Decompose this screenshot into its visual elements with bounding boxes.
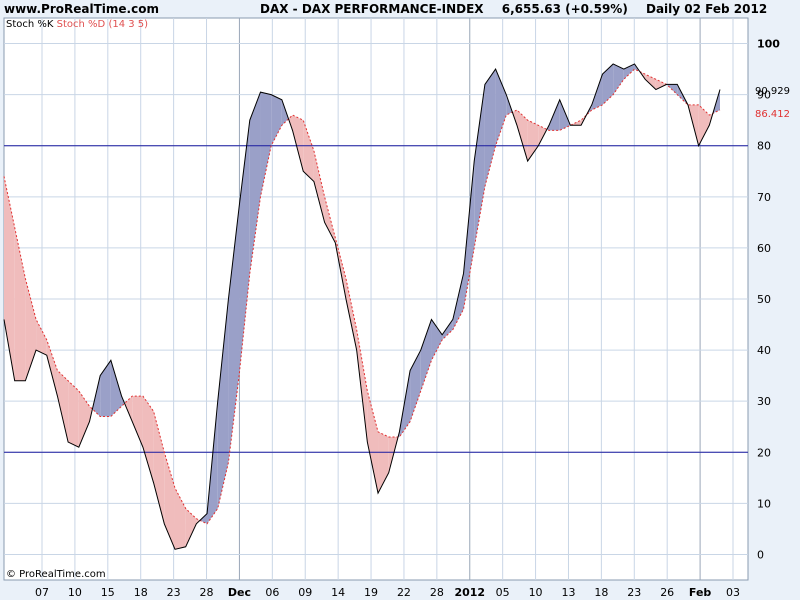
x-tick-label: 03	[726, 586, 740, 599]
y-tick-label: 0	[757, 548, 764, 561]
y-tick-label: 100	[757, 38, 780, 51]
band-fill	[100, 360, 111, 417]
x-tick-label: 26	[660, 586, 674, 599]
band-fill	[132, 396, 143, 448]
x-tick-label: 23	[627, 586, 641, 599]
band-fill	[271, 94, 282, 146]
y-tick-label: 20	[757, 446, 771, 459]
band-fill	[36, 319, 47, 356]
x-tick-label: 23	[167, 586, 181, 599]
band-fill	[420, 319, 432, 391]
band-fill	[645, 74, 656, 90]
y-tick-label: 10	[757, 497, 771, 510]
x-tick-label: Feb	[689, 586, 712, 599]
band-fill	[463, 161, 475, 310]
band-fill	[110, 360, 122, 417]
band-fill	[164, 452, 175, 550]
band-fill	[25, 278, 37, 381]
band-fill	[217, 299, 229, 509]
x-tick-label: 28	[200, 586, 214, 599]
x-tick-label: 28	[430, 586, 444, 599]
band-fill	[4, 176, 15, 381]
x-tick-label: Dec	[228, 586, 251, 599]
band-fill	[142, 396, 154, 483]
band-fill	[516, 109, 528, 162]
x-tick-label: 14	[331, 586, 345, 599]
band-fill	[698, 104, 710, 146]
y-tick-label: 80	[757, 140, 771, 153]
last-value-d: 86.412	[755, 109, 790, 120]
last-value-k: 90.929	[755, 86, 790, 97]
band-fill	[324, 196, 336, 243]
x-tick-label: 13	[561, 586, 575, 599]
band-fill	[174, 488, 186, 550]
band-fill	[124, 396, 133, 422]
band-fill	[474, 84, 485, 248]
y-tick-label: 40	[757, 344, 771, 357]
band-fill	[260, 92, 272, 197]
band-fill	[495, 69, 507, 146]
x-tick-label: 09	[298, 586, 312, 599]
y-tick-label: 60	[757, 242, 771, 255]
y-tick-label: 90	[757, 89, 771, 102]
band-fill	[199, 513, 208, 524]
band-fill	[281, 99, 289, 126]
band-fill	[367, 390, 379, 494]
y-tick-label: 30	[757, 395, 771, 408]
site-name[interactable]: www.ProRealTime.com	[4, 2, 159, 16]
period-date: Daily 02 Feb 2012	[645, 2, 768, 16]
band-fill	[442, 319, 453, 340]
band-fill	[57, 370, 69, 443]
x-tick-label: 15	[101, 586, 115, 599]
x-tick-label: 19	[364, 586, 378, 599]
chart-headline: DAX - DAX PERFORMANCE-INDEX 6,655.63 (+0…	[260, 2, 781, 16]
x-tick-label: 10	[68, 586, 82, 599]
band-fill	[527, 120, 539, 162]
x-tick-label: 05	[496, 586, 510, 599]
band-fill	[303, 120, 314, 182]
band-fill	[410, 350, 421, 422]
band-fill	[484, 69, 496, 187]
band-fill	[292, 115, 304, 172]
x-tick-label: 07	[35, 586, 49, 599]
band-fill	[602, 63, 614, 105]
x-tick-label: 18	[594, 586, 608, 599]
band-fill	[78, 390, 90, 448]
band-fill	[313, 150, 325, 223]
band-fill	[68, 380, 79, 448]
copyright: © ProRealTime.com	[6, 569, 106, 580]
band-fill	[185, 508, 197, 547]
x-tick-label: 22	[397, 586, 411, 599]
y-tick-label: 70	[757, 191, 771, 204]
x-tick-label: 2012	[454, 586, 485, 599]
series-k-line	[3, 63, 721, 550]
band-fill	[613, 63, 624, 95]
band-fill	[14, 227, 26, 381]
header-bar: www.ProRealTime.com DAX - DAX PERFORMANC…	[0, 0, 800, 18]
legend-k: Stoch %K	[6, 19, 54, 30]
band-fill	[655, 79, 667, 90]
y-tick-label: 50	[757, 293, 771, 306]
band-fill	[431, 319, 443, 361]
instrument-title: DAX - DAX PERFORMANCE-INDEX	[260, 2, 484, 16]
band-fill	[345, 278, 357, 351]
x-tick-label: 18	[134, 586, 148, 599]
band-fill	[153, 411, 165, 524]
band-fill	[249, 92, 261, 274]
legend: Stoch %K Stoch %D (14 3 5)	[6, 19, 148, 30]
band-fill	[46, 339, 58, 397]
band-fill	[452, 273, 464, 330]
band-fill	[228, 207, 240, 463]
band-fill	[623, 63, 635, 80]
band-fill	[378, 431, 389, 494]
price-change: 6,655.63 (+0.59%)	[501, 2, 628, 16]
x-tick-label: 10	[529, 586, 543, 599]
x-tick-label: 06	[265, 586, 279, 599]
legend-d: Stoch %D (14 3 5)	[56, 19, 149, 30]
series-d-line	[3, 68, 721, 525]
band-fill	[356, 329, 368, 443]
band-fill	[239, 120, 250, 376]
